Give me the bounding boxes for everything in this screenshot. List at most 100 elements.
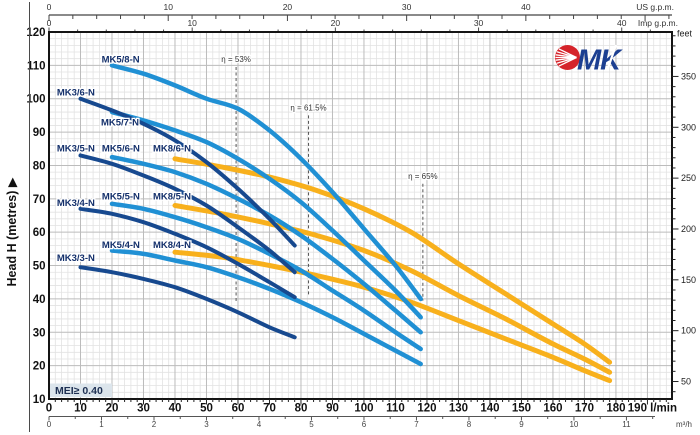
curve-label-MK8/6-N: MK8/6-N	[153, 143, 191, 154]
imp-gpm-tick-label: 20	[331, 18, 341, 28]
metres-tick-label: 50	[33, 261, 46, 273]
efficiency-label: η = 65%	[408, 172, 438, 181]
y-axis-title: Head H (metres) ▶	[5, 177, 19, 286]
imp-gpm-unit-label: Imp g.p.m.	[638, 18, 678, 28]
m3h-tick-label: 6	[362, 420, 367, 429]
metres-tick-label: 70	[33, 194, 46, 206]
pump-curves	[78, 63, 613, 384]
curve-MK5/6-N	[109, 154, 423, 335]
curve-MK8/5-N	[172, 202, 613, 375]
efficiency-label: η = 61.5%	[290, 103, 326, 112]
curve-MK3/6-N	[78, 96, 297, 248]
metres-tick-label: 80	[33, 160, 46, 172]
us-gpm-tick-label: 20	[283, 2, 293, 12]
imp-gpm-tick-label: 40	[617, 18, 627, 28]
x-axis-m3h: 0 1 2 3 4 5 6 7 8 9 10 11 m³/h	[47, 416, 692, 429]
metres-tick-label: 110	[27, 60, 46, 72]
lmin-tick-label: 80	[295, 403, 308, 415]
curve-MK8/6-N	[172, 156, 613, 365]
plot-border	[48, 31, 673, 400]
lmin-tick-label: 150	[512, 403, 531, 415]
us-gpm-unit-label: US g.p.m.	[636, 2, 674, 12]
lmin-tick-label: 90	[326, 403, 339, 415]
curve-label-MK8/4-N: MK8/4-N	[153, 240, 191, 251]
lmin-tick-label: 140	[480, 403, 499, 415]
lmin-tick-label: 100	[354, 403, 373, 415]
lmin-tick-label: 110	[386, 403, 405, 415]
imp-gpm-tick-label: 0	[47, 18, 52, 28]
efficiency-label: η = 53%	[221, 55, 251, 64]
imp-gpm-tick-label: 30	[474, 18, 484, 28]
metres-tick-label: 40	[33, 294, 46, 306]
lmin-tick-label: 0	[46, 403, 52, 415]
lmin-tick-label: 130	[449, 403, 468, 415]
m3h-tick-label: 9	[519, 420, 524, 429]
feet-axis-unit-label: feet	[677, 29, 693, 39]
feet-tick-label: 350	[681, 71, 696, 81]
us-gpm-tick-label: 30	[402, 2, 412, 12]
feet-tick-label: 300	[681, 122, 696, 132]
lmin-axis-unit-label: 190 l/min	[628, 403, 677, 415]
curve-MK3/3-N	[78, 265, 297, 340]
mei-badge-bg	[50, 383, 112, 397]
feet-tick-label: 50	[681, 377, 691, 387]
curve-label-MK3/5-N: MK3/5-N	[57, 143, 95, 154]
curve-MK5/5-N	[109, 201, 423, 352]
curve-MK3/5-N	[78, 153, 297, 275]
m3h-tick-label: 7	[414, 420, 419, 429]
lmin-tick-label: 10	[74, 403, 87, 415]
m3h-tick-label: 8	[467, 420, 472, 429]
y-axis-feet: 50 100 150 200 250 300 350 feet	[672, 29, 696, 393]
metres-tick-label: 100	[26, 94, 45, 106]
metres-tick-label: 10	[33, 394, 46, 406]
m3h-tick-label: 1	[99, 420, 104, 429]
feet-tick-label: 200	[681, 224, 696, 234]
feet-tick-label: 100	[681, 326, 696, 336]
lmin-tick-label: 120	[417, 403, 436, 415]
lmin-tick-label: 160	[543, 403, 562, 415]
m3h-axis-unit-label: m³/h	[676, 420, 692, 429]
y-axis-metres: 10 20 30 40 50 60 70 80 90 100 110 120 Head H (metre…	[5, 2, 46, 432]
m3h-tick-label: 4	[257, 420, 262, 429]
metres-tick-label: 60	[33, 227, 46, 239]
curve-label-MK5/5-N: MK5/5-N	[102, 191, 140, 202]
metres-tick-label: 120	[26, 27, 45, 39]
curve-label-MK5/8-N: MK5/8-N	[102, 55, 140, 66]
us-gpm-tick-label: 40	[521, 2, 531, 12]
curve-MK5/7-N	[109, 109, 423, 320]
curve-label-MK3/3-N: MK3/3-N	[57, 253, 95, 264]
lmin-tick-label: 50	[200, 403, 213, 415]
mei-badge: MEI≥ 0.40	[50, 383, 112, 397]
curve-label-MK3/4-N: MK3/4-N	[57, 198, 95, 209]
feet-tick-label: 250	[681, 173, 696, 183]
curve-MK3/4-N	[78, 206, 297, 300]
us-gpm-tick-label: 10	[163, 2, 173, 12]
lmin-tick-label: 180	[606, 403, 625, 415]
m3h-tick-label: 11	[622, 420, 631, 429]
feet-tick-label: 150	[681, 275, 696, 285]
m3h-tick-label: 10	[569, 420, 578, 429]
mk-logo: MK	[555, 44, 624, 77]
curve-MK5/4-N	[109, 248, 423, 367]
curve-label-MK5/7-N: MK5/7-N	[101, 117, 139, 128]
mei-badge-label: MEI≥ 0.40	[55, 385, 103, 397]
us-gpm-tick-label: 0	[47, 2, 52, 12]
lmin-tick-label: 70	[263, 403, 276, 415]
lmin-tick-label: 20	[106, 403, 119, 415]
curve-MK8/4-N	[172, 249, 613, 384]
curve-MK5/8-N	[109, 63, 423, 302]
m3h-tick-label: 3	[204, 420, 209, 429]
curve-label-MK5/6-N: MK5/6-N	[102, 143, 140, 154]
m3h-tick-label: 0	[47, 420, 52, 429]
curve-labels: MK8/6-N MK8/5-N MK8/4-N MK5/8-N MK5/7-N MK5/6…	[56, 53, 193, 265]
curve-label-MK5/4-N: MK5/4-N	[102, 240, 140, 251]
lmin-tick-label: 60	[232, 403, 245, 415]
top-axis-us-gpm: 0 10 20 30 40 US g.p.m.	[47, 2, 674, 21]
logo-mk-text: MK	[577, 45, 623, 77]
m3h-tick-label: 5	[309, 420, 314, 429]
logo-slash-icon	[605, 44, 618, 72]
curve-label-MK8/5-N: MK8/5-N	[153, 191, 191, 202]
